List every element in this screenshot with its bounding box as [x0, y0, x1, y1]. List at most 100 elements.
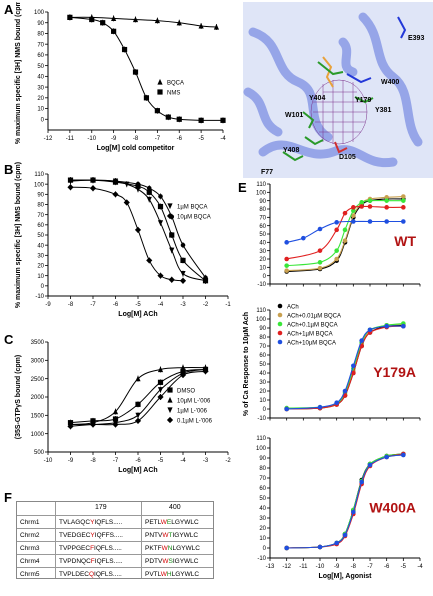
- legend-marker: [167, 203, 173, 210]
- y-tick-label: 90: [37, 21, 44, 27]
- x-tick-label: -8: [133, 136, 139, 142]
- legend-marker: [277, 312, 283, 318]
- x-tick-label: -12: [44, 136, 53, 142]
- data-point: [146, 189, 152, 195]
- legend-entry: 10µM BQCA: [177, 215, 211, 221]
- x-tick-label: -9: [68, 458, 74, 464]
- data-point: [111, 28, 117, 34]
- chart-a: 0 10 20 30 40 50 60 70 80 90 100 -12 -11 -10 -9 -8 -7 -6 -…: [15, 2, 226, 152]
- y-tick-label: 90: [259, 456, 266, 462]
- panel-annotation: Y179A: [373, 364, 416, 380]
- data-point: [179, 277, 187, 284]
- data-point: [359, 479, 364, 485]
- data-point: [198, 117, 204, 123]
- x-tick-label: -10: [44, 458, 53, 464]
- y-tick-label: 10: [37, 274, 44, 280]
- data-point: [89, 16, 95, 23]
- data-point: [401, 452, 406, 458]
- x-tick-label: -6: [135, 458, 141, 464]
- y-tick-label: 110: [256, 308, 266, 314]
- x-tick-label: -6: [384, 564, 390, 570]
- label-d105: D105: [339, 154, 356, 161]
- legend-marker: [167, 407, 173, 414]
- legend-marker: [166, 416, 174, 424]
- data-point: [112, 408, 119, 415]
- data-point: [359, 200, 364, 205]
- series-2: [284, 194, 406, 273]
- legend-entry: 1µM L-'006: [177, 409, 208, 415]
- variable-residue: N: [167, 545, 173, 552]
- variable-residue: T: [168, 532, 173, 539]
- highlight-residue: W: [160, 519, 167, 526]
- y-tick-label: 60: [37, 223, 44, 229]
- legend-marker: [277, 321, 283, 327]
- highlight-residue: F: [90, 545, 95, 552]
- data-point: [384, 454, 389, 460]
- data-point: [351, 509, 356, 515]
- data-point: [284, 240, 289, 245]
- variable-residue: E: [166, 519, 172, 526]
- panel-annotation: WT: [394, 233, 416, 249]
- y-tick-label: 70: [259, 216, 266, 222]
- chart-e-wt: -10 0 10 20 30 40 50 60 70 80 90 100 110 WT: [256, 182, 421, 288]
- y-tick-label: 110: [256, 182, 266, 188]
- x-tick-label: -4: [417, 564, 423, 570]
- y-tick-label: -10: [257, 556, 266, 562]
- data-point: [180, 364, 186, 371]
- data-point: [68, 177, 73, 183]
- y-tick-label: 30: [259, 380, 266, 386]
- data-point: [154, 17, 160, 24]
- data-point: [301, 235, 306, 241]
- data-point: [135, 181, 141, 187]
- data-point: [367, 204, 373, 209]
- y-tick-label: 110: [256, 436, 266, 442]
- data-point: [176, 19, 182, 26]
- legend-entry: ACh+1µM BQCA: [287, 332, 333, 338]
- data-point: [284, 406, 289, 412]
- data-point: [179, 371, 187, 379]
- receptor-name: Chrm3: [20, 545, 40, 552]
- x-tick-label: -10: [316, 564, 325, 570]
- data-point: [89, 421, 97, 428]
- x-axis-label: Log[M], Agonist: [318, 573, 372, 580]
- data-point: [169, 247, 175, 254]
- y-tick-label: 70: [37, 42, 44, 48]
- x-tick-label: -11: [299, 564, 308, 570]
- panel-letter-c: C: [4, 332, 14, 347]
- legend-entry: ACh+0.1µM BQCA: [287, 323, 338, 329]
- data-point: [351, 208, 356, 213]
- x-tick-label: -4: [158, 302, 164, 308]
- binding-pocket-mesh: [310, 79, 368, 145]
- y-tick-label: 40: [37, 75, 44, 81]
- legend-entry: 0.1µM L-'006: [177, 419, 213, 425]
- x-tick-label: -1: [225, 302, 231, 308]
- data-point: [67, 14, 73, 20]
- y-tick-label: 0: [41, 117, 45, 123]
- label-y404: Y404: [309, 95, 325, 102]
- label-w101: W101: [285, 112, 303, 119]
- table-row: Chrm2 TVEDGECYIQFFS..... PNTVWTIGYWLC: [17, 528, 213, 541]
- x-tick-label: -4: [220, 136, 226, 142]
- label-w400: W400: [381, 79, 399, 86]
- sequence-400: PNTVWTIGYWLC: [145, 532, 199, 539]
- table-row: Chrm5 TVPLDECQIQFLS..... PVTLWHLGYWLC: [17, 567, 213, 580]
- y-tick-label: 2000: [31, 395, 45, 401]
- y-tick-label: 80: [259, 207, 266, 213]
- legend-marker: [167, 396, 173, 403]
- data-point: [317, 226, 323, 232]
- data-point: [384, 195, 389, 200]
- y-tick-label: 30: [259, 249, 266, 255]
- data-point: [401, 205, 406, 210]
- y-tick-label: 0: [41, 284, 45, 290]
- legend-marker: [277, 330, 283, 336]
- y-tick-label: 20: [259, 526, 266, 532]
- data-point: [158, 194, 163, 199]
- data-point: [284, 545, 289, 551]
- series-5: [284, 219, 406, 245]
- label-f77: F77: [261, 169, 273, 176]
- data-point: [342, 227, 348, 233]
- series-line: [69, 16, 224, 121]
- legend-marker: [157, 89, 163, 95]
- y-tick-label: 0: [263, 274, 267, 280]
- legend: 1µM BQCA 10µM BQCA: [166, 203, 211, 221]
